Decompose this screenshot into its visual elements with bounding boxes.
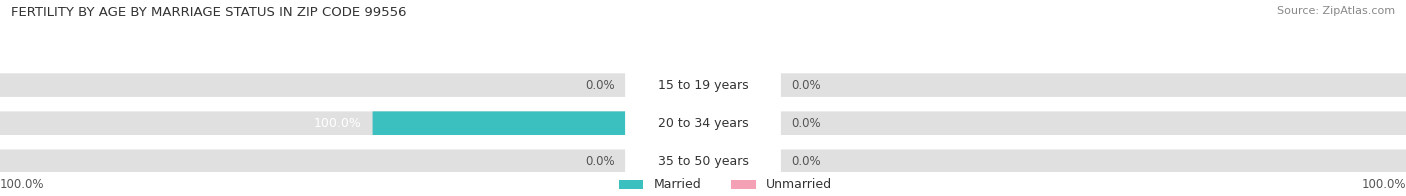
Text: 0.0%: 0.0% <box>585 79 616 92</box>
FancyBboxPatch shape <box>626 108 780 138</box>
FancyBboxPatch shape <box>0 111 1406 135</box>
Text: 0.0%: 0.0% <box>790 117 821 130</box>
FancyBboxPatch shape <box>703 111 734 135</box>
FancyBboxPatch shape <box>373 111 703 135</box>
Text: 15 to 19 years: 15 to 19 years <box>658 79 748 92</box>
FancyBboxPatch shape <box>672 150 703 173</box>
FancyBboxPatch shape <box>0 150 1406 173</box>
Text: Married: Married <box>654 178 702 191</box>
Text: 100.0%: 100.0% <box>0 178 45 191</box>
FancyBboxPatch shape <box>0 73 1406 97</box>
Text: FERTILITY BY AGE BY MARRIAGE STATUS IN ZIP CODE 99556: FERTILITY BY AGE BY MARRIAGE STATUS IN Z… <box>11 6 406 19</box>
FancyBboxPatch shape <box>619 180 644 189</box>
Text: 0.0%: 0.0% <box>790 155 821 168</box>
Text: 35 to 50 years: 35 to 50 years <box>658 155 748 168</box>
Text: 0.0%: 0.0% <box>790 79 821 92</box>
Text: 20 to 34 years: 20 to 34 years <box>658 117 748 130</box>
Text: Unmarried: Unmarried <box>766 178 832 191</box>
Text: Source: ZipAtlas.com: Source: ZipAtlas.com <box>1277 6 1395 16</box>
FancyBboxPatch shape <box>626 146 780 176</box>
FancyBboxPatch shape <box>626 70 780 100</box>
Text: 0.0%: 0.0% <box>585 155 616 168</box>
FancyBboxPatch shape <box>672 73 703 97</box>
FancyBboxPatch shape <box>731 180 756 189</box>
Text: 100.0%: 100.0% <box>314 117 363 130</box>
FancyBboxPatch shape <box>703 73 734 97</box>
Text: 100.0%: 100.0% <box>1361 178 1406 191</box>
FancyBboxPatch shape <box>703 150 734 173</box>
